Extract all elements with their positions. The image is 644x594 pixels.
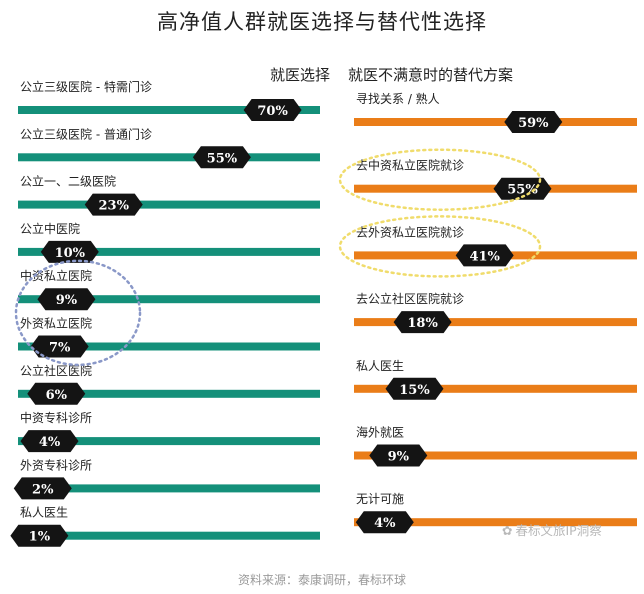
right-bar-1-badge	[504, 111, 563, 133]
right-category-label-5: 私人医生	[356, 359, 404, 373]
right-bar-6-badge	[369, 444, 428, 467]
left-bar-track-2	[18, 153, 320, 162]
right-bar-track-5	[354, 384, 637, 393]
right-bar-1-value-label: 59%	[518, 116, 549, 131]
left-bar-track-7	[18, 389, 320, 398]
right-highlight-oval-2	[338, 215, 542, 278]
left-bar-10-value-label: 1%	[29, 530, 51, 545]
left-bar-8-badge	[20, 430, 79, 453]
left-bar-9-value-label: 2%	[32, 482, 54, 497]
right-highlight-oval-1	[338, 148, 542, 211]
left-highlight-oval	[14, 259, 142, 367]
left-category-label-6: 外资私立医院	[20, 316, 92, 331]
left-bar-10-badge	[10, 524, 69, 547]
right-category-label-1: 寻找关系 / 熟人	[356, 91, 440, 106]
left-category-label-3: 公立一、二级医院	[20, 174, 116, 189]
chart-title: 高净值人群就医选择与替代性选择	[157, 10, 487, 34]
left-bar-4-value-label: 10%	[55, 246, 86, 261]
right-bar-7-value-label: 4%	[374, 516, 396, 531]
left-bar-track-6	[18, 342, 320, 351]
right-bar-5-value-label: 15%	[399, 383, 430, 398]
right-bar-track-7	[354, 518, 637, 527]
right-bar-4-badge	[393, 311, 452, 334]
left-bar-track-1	[18, 106, 320, 114]
left-category-label-2: 公立三级医院 - 普通门诊	[20, 126, 152, 141]
right-bar-track-4	[354, 318, 637, 327]
left-bar-2-badge	[192, 146, 251, 169]
left-bar-track-3	[18, 200, 320, 209]
watermark-text: 春标文旅IP洞察	[515, 523, 602, 538]
left-bar-track-4	[18, 247, 320, 256]
watermark: ✿ 春标文旅IP洞察	[502, 520, 602, 539]
left-bar-1-value-label: 70%	[257, 104, 288, 119]
right-bar-track-1	[354, 118, 637, 126]
left-bar-5-badge	[37, 288, 96, 311]
left-bar-3-badge	[84, 193, 143, 216]
source-note: 资料来源：泰康调研，春标环球	[237, 573, 406, 587]
left-bar-6-value-label: 7%	[49, 341, 71, 356]
left-category-label-7: 公立社区医院	[20, 363, 92, 378]
left-category-label-4: 公立中医院	[20, 221, 80, 236]
left-bar-5-value-label: 9%	[56, 293, 78, 308]
right-bar-5-badge	[385, 377, 444, 400]
left-bar-6-badge	[30, 335, 89, 358]
left-bar-7-badge	[27, 382, 86, 405]
left-bar-4-badge	[40, 240, 99, 263]
right-bar-3-value-label: 41%	[469, 249, 500, 264]
left-bar-9-badge	[13, 477, 72, 500]
left-category-label-5: 中资私立医院	[20, 268, 92, 283]
left-bar-3-value-label: 23%	[99, 199, 130, 214]
left-category-label-8: 中资专科诊所	[20, 410, 92, 425]
wechat-icon: ✿	[502, 523, 513, 538]
left-category-label-9: 外资专科诊所	[20, 457, 92, 472]
right-category-label-4: 去公立社区医院就诊	[356, 291, 464, 306]
left-bar-7-value-label: 6%	[46, 388, 68, 403]
right-bar-2-value-label: 55%	[507, 183, 538, 198]
left-panel-heading: 就医选择	[269, 66, 330, 84]
left-bar-1-badge	[243, 99, 302, 121]
right-panel-heading: 就医不满意时的替代方案	[348, 66, 514, 84]
right-bar-4-value-label: 18%	[407, 316, 438, 331]
right-bar-2-badge	[493, 177, 552, 200]
left-category-label-1: 公立三级医院 - 特需门诊	[20, 79, 152, 94]
left-category-label-10: 私人医生	[20, 506, 68, 520]
right-category-label-7: 无计可施	[356, 492, 404, 506]
left-bar-8-value-label: 4%	[39, 435, 61, 450]
right-bar-7-badge	[355, 511, 414, 534]
left-bar-track-9	[18, 484, 320, 493]
left-bar-track-8	[18, 437, 320, 446]
left-bar-track-5	[18, 295, 320, 304]
right-bar-3-badge	[455, 244, 514, 267]
right-category-label-3: 去外资私立医院就诊	[356, 224, 464, 239]
right-bar-track-6	[354, 451, 637, 460]
left-bar-track-10	[18, 531, 320, 540]
right-category-label-6: 海外就医	[356, 425, 404, 440]
right-category-label-2: 去中资私立医院就诊	[356, 158, 464, 173]
left-bar-2-value-label: 55%	[207, 151, 238, 166]
right-bar-6-value-label: 9%	[388, 450, 410, 465]
